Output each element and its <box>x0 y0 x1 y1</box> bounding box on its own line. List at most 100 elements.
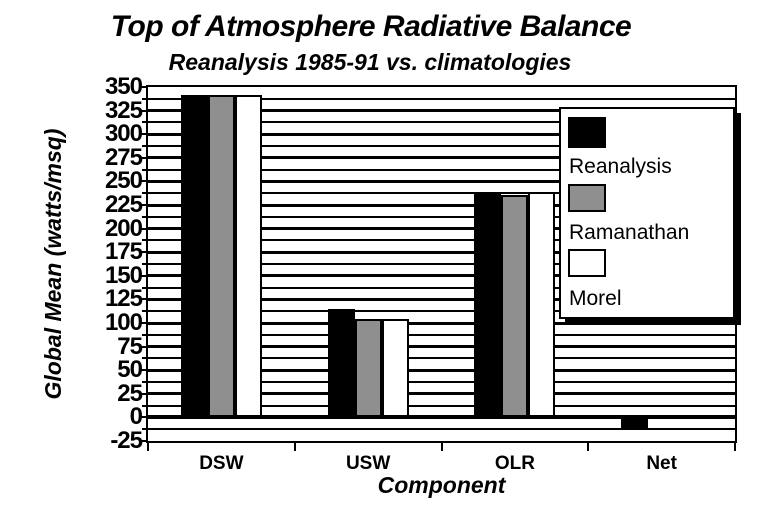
y-tick <box>142 428 148 431</box>
minor-gridline <box>148 97 735 100</box>
legend-label-ramanathan: Ramanathan <box>569 221 690 244</box>
minor-gridline <box>148 121 735 124</box>
major-gridline <box>148 250 735 254</box>
y-tick-label: 350 <box>104 73 143 100</box>
major-gridline <box>148 203 735 207</box>
bar-morel-usw <box>381 319 409 418</box>
major-gridline <box>148 297 735 301</box>
y-tick <box>142 357 148 360</box>
chart-title: Top of Atmosphere Radiative Balance <box>110 10 632 43</box>
minor-gridline <box>148 239 735 242</box>
y-tick-label: -25 <box>110 427 143 454</box>
minor-gridline <box>148 286 735 289</box>
chart-subtitle: Reanalysis 1985-91 vs. climatologies <box>168 49 572 75</box>
major-gridline <box>148 156 735 160</box>
x-category-label-usw: USW <box>345 453 391 474</box>
y-tick <box>142 121 148 124</box>
y-tick <box>139 251 148 254</box>
bar-reanalysis-net <box>621 417 649 430</box>
bar-reanalysis-dsw <box>180 94 208 418</box>
y-tick <box>139 274 148 277</box>
minor-gridline <box>148 381 735 383</box>
x-tick <box>587 443 590 451</box>
y-tick-label: 75 <box>117 332 143 360</box>
bar-ramanathan-olr <box>501 194 529 418</box>
x-tick <box>293 443 296 451</box>
major-gridline <box>148 368 735 372</box>
y-tick <box>139 86 148 88</box>
y-tick-label: 25 <box>117 379 143 407</box>
y-tick <box>139 345 148 348</box>
y-tick <box>139 369 148 372</box>
major-gridline <box>148 392 735 396</box>
bar-morel-olr <box>528 191 556 418</box>
minor-gridline <box>148 404 735 407</box>
y-tick <box>139 204 148 206</box>
y-tick <box>142 286 148 289</box>
minor-gridline <box>148 192 735 195</box>
legend-swatch-reanalysis <box>568 117 606 148</box>
y-tick <box>142 215 148 218</box>
legend-swatch-morel <box>568 249 606 277</box>
legend-swatch-ramanathan <box>568 184 606 212</box>
y-tick-label: 175 <box>104 238 143 266</box>
minor-gridline <box>148 310 735 313</box>
minor-gridline <box>148 263 735 265</box>
y-tick-label: 150 <box>104 261 143 289</box>
major-gridline <box>148 345 735 349</box>
y-tick-label: 125 <box>104 285 143 313</box>
y-tick-label: 250 <box>104 167 143 195</box>
y-tick <box>142 168 148 171</box>
y-tick-label: 325 <box>104 96 143 124</box>
y-tick <box>142 97 148 100</box>
y-tick <box>139 109 148 112</box>
x-category-label-dsw: DSW <box>199 453 244 474</box>
major-gridline <box>148 227 735 231</box>
y-tick <box>142 333 148 336</box>
x-axis-title: Component <box>377 472 506 498</box>
x-category-label-net: Net <box>646 453 677 474</box>
y-tick <box>139 392 148 395</box>
minor-gridline <box>148 428 735 431</box>
bar-reanalysis-usw <box>327 308 355 418</box>
y-tick <box>139 133 148 136</box>
legend-label-reanalysis: Reanalysis <box>569 155 672 178</box>
y-tick <box>139 180 148 183</box>
minor-gridline <box>148 145 735 147</box>
x-tick <box>734 443 736 451</box>
y-tick-label: 50 <box>117 356 143 384</box>
bar-ramanathan-dsw <box>207 95 235 418</box>
bar-ramanathan-usw <box>354 319 382 418</box>
y-tick <box>142 239 148 242</box>
y-tick-label: 200 <box>104 214 143 242</box>
x-category-label-olr: OLR <box>494 453 535 474</box>
y-tick-label: 225 <box>104 191 143 218</box>
y-tick <box>142 263 148 265</box>
zero-gridline <box>148 415 735 420</box>
y-tick <box>139 322 148 324</box>
y-tick <box>142 145 148 147</box>
major-gridline <box>148 132 735 136</box>
y-tick <box>139 156 148 159</box>
y-tick-label: 100 <box>104 309 143 336</box>
minor-gridline <box>148 215 735 218</box>
y-tick <box>139 440 148 442</box>
minor-gridline <box>148 168 735 171</box>
x-tick <box>147 443 149 451</box>
legend-label-morel: Morel <box>569 287 622 310</box>
y-tick-label: 300 <box>104 120 143 148</box>
y-tick-label: 0 <box>129 403 143 431</box>
minor-gridline <box>148 357 735 360</box>
x-tick <box>440 443 443 451</box>
y-tick <box>142 381 148 383</box>
bar-morel-dsw <box>234 95 262 418</box>
y-tick-label: 275 <box>104 143 143 171</box>
major-gridline <box>148 274 735 278</box>
legend: Reanalysis Ramanathan Morel <box>559 107 735 319</box>
minor-gridline <box>148 333 735 336</box>
y-tick <box>139 227 148 230</box>
y-tick <box>139 298 148 301</box>
y-tick <box>142 404 148 407</box>
major-gridline <box>148 321 735 325</box>
